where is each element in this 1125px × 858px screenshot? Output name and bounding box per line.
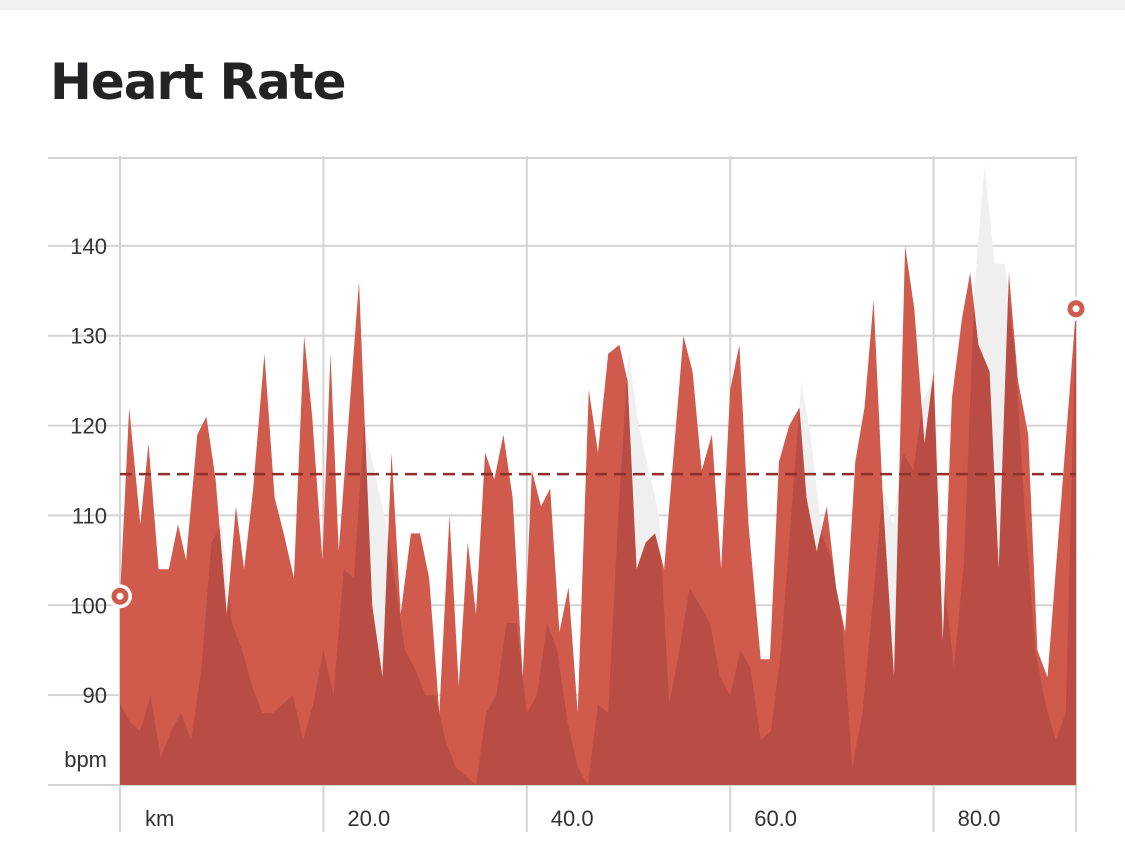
y-tick-label-120: 120 [70, 414, 107, 439]
overlap-area [120, 245, 1076, 785]
y-tick-label-90: 90 [83, 683, 107, 708]
start-marker-dot [116, 592, 124, 600]
chart-markers [108, 296, 1088, 609]
y-tick-label-130: 130 [70, 324, 107, 349]
chart-title: Heart Rate [50, 53, 347, 111]
y-tick-label-100: 100 [70, 593, 107, 618]
end-marker-dot [1072, 305, 1080, 313]
y-axis-labels: 90 100 110 120 130 140 bpm [64, 234, 107, 772]
x-tick-label-0: 20.0 [347, 806, 390, 831]
y-tick-label-140: 140 [70, 234, 107, 259]
top-strip [0, 0, 1125, 10]
x-tick-label-1: 40.0 [551, 806, 594, 831]
chart-areas [120, 165, 1076, 785]
y-axis-unit-label: bpm [64, 747, 107, 772]
primary-area [120, 245, 1076, 785]
x-axis-unit-label: km [145, 806, 174, 831]
x-tick-label-2: 60.0 [754, 806, 797, 831]
x-axis-labels: km 20.0 40.0 60.0 80.0 [145, 806, 1000, 831]
y-tick-label-110: 110 [72, 503, 107, 528]
x-tick-label-3: 80.0 [958, 806, 1001, 831]
